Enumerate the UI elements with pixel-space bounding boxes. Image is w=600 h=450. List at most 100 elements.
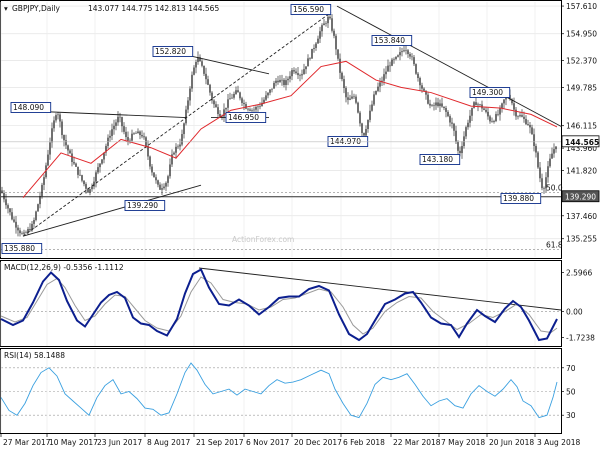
candle-body: [213, 100, 215, 105]
candle-body: [137, 131, 139, 134]
candle-body: [351, 96, 353, 99]
candle-body: [447, 111, 449, 117]
price-tick-label: 154.950: [566, 30, 597, 39]
candle-body: [199, 57, 201, 62]
candle-body: [355, 96, 357, 103]
fib-label: 61.8: [546, 241, 563, 250]
price-tick-label: 137.460: [566, 212, 597, 221]
candle-body: [463, 136, 465, 147]
current-price-label: 144.565: [565, 138, 599, 147]
candle-body: [441, 103, 443, 107]
candle-body: [319, 31, 321, 39]
candle-body: [273, 82, 275, 89]
candle-body: [255, 107, 257, 110]
candle-body: [527, 124, 529, 126]
candle-body: [65, 140, 67, 146]
candle-body: [405, 50, 407, 51]
price-label-box: [500, 193, 542, 204]
candle-body: [125, 131, 127, 138]
candle-body: [317, 38, 319, 44]
candle-body: [221, 116, 223, 118]
x-tick-label: 27 Mar 2017: [3, 438, 51, 447]
x-tick-label: 7 May 2018: [441, 438, 485, 447]
candle-body: [205, 73, 207, 80]
candle-body: [393, 59, 395, 60]
candle-body: [185, 109, 187, 124]
chart-ohlc: 143.077 144.775 142.813 144.565: [88, 4, 219, 13]
candle-body: [75, 163, 77, 167]
candle-body: [209, 84, 211, 93]
macd-series: 2.5966 0.00 -1.7238: [0, 262, 595, 346]
candle-body: [551, 153, 553, 159]
candle-body: [435, 102, 437, 106]
macd-tick-label: 2.5966: [566, 269, 592, 278]
candle-body: [539, 167, 541, 179]
candle-body: [111, 129, 113, 136]
candle-body: [451, 122, 453, 124]
candle-body: [87, 188, 89, 193]
candle-body: [31, 223, 33, 231]
candle-body: [417, 73, 419, 78]
candle-body: [341, 72, 343, 80]
candle-body: [161, 188, 163, 190]
candle-body: [287, 78, 289, 81]
candle-body: [475, 102, 477, 106]
candle-body: [163, 186, 165, 189]
price-tick-label: 141.820: [566, 166, 597, 175]
candle-body: [143, 136, 145, 138]
candle-body: [329, 16, 331, 19]
candle-body: [5, 199, 7, 206]
candle-body: [233, 93, 235, 98]
candle-body: [219, 114, 221, 118]
candle-body: [275, 80, 277, 83]
candle-body: [525, 118, 527, 125]
candle-body: [249, 109, 251, 111]
candle-body: [311, 48, 313, 59]
candle-body: [383, 74, 385, 81]
candle-body: [361, 123, 363, 133]
candle-body: [415, 64, 417, 74]
candle-body: [141, 135, 143, 137]
candle-body: [517, 116, 519, 117]
candle-body: [309, 58, 311, 59]
candle-body: [497, 114, 499, 115]
candle-body: [479, 104, 481, 106]
candle-body: [79, 174, 81, 176]
candle-body: [71, 153, 73, 163]
candle-body: [321, 25, 323, 32]
candle-body: [177, 146, 179, 148]
candle-body: [123, 126, 125, 132]
candle-body: [133, 133, 135, 134]
candle-body: [261, 102, 263, 107]
candle-body: [121, 117, 123, 127]
candle-body: [549, 158, 551, 167]
price-label: 139.290: [127, 201, 158, 210]
candle-body: [511, 99, 513, 104]
trend-line: [336, 5, 563, 128]
candle-body: [179, 144, 181, 147]
candle-body: [165, 182, 167, 187]
candle-body: [473, 102, 475, 108]
candle-body: [263, 99, 265, 103]
candle-body: [97, 167, 99, 173]
candle-body: [465, 127, 467, 137]
rsi-panel: [0, 348, 562, 434]
candle-body: [307, 58, 309, 67]
candle-body: [485, 109, 487, 112]
candle-body: [19, 230, 21, 234]
candle-body: [377, 86, 379, 91]
candle-body: [151, 166, 153, 173]
candle-body: [555, 146, 557, 150]
candle-body: [495, 114, 497, 122]
candle-body: [457, 141, 459, 151]
x-tick-label: 3 Aug 2018: [537, 438, 580, 447]
candle-body: [103, 152, 105, 160]
price-label: 152.820: [155, 47, 186, 56]
candle-body: [201, 61, 203, 66]
candle-body: [279, 79, 281, 83]
candle-body: [67, 145, 69, 151]
support-price-label: 139.290: [565, 193, 596, 202]
price-label-box: [152, 46, 194, 57]
candle-body: [99, 163, 101, 168]
candle-body: [315, 43, 317, 48]
